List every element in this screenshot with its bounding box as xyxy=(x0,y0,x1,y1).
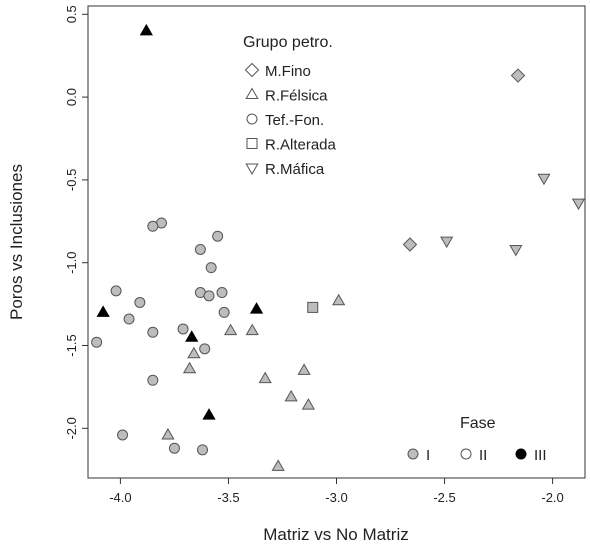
data-point xyxy=(301,398,316,410)
data-point xyxy=(197,444,209,456)
data-point xyxy=(202,408,216,420)
x-tick-label: -2.5 xyxy=(433,490,455,505)
y-tick-label: 0.0 xyxy=(64,88,79,106)
legend-fill-swatch xyxy=(515,448,527,460)
data-point xyxy=(440,236,454,249)
x-tick-label: -2.0 xyxy=(541,490,563,505)
data-point xyxy=(203,290,215,302)
shape-legend-label: Tef.-Fon. xyxy=(265,112,324,129)
data-point xyxy=(297,363,311,375)
legend-fill-swatch xyxy=(407,448,419,460)
fill-legend-label: III xyxy=(534,447,547,464)
data-point xyxy=(147,374,159,386)
data-point xyxy=(139,23,153,36)
data-point xyxy=(147,326,159,338)
data-point xyxy=(249,302,264,314)
shape-legend-label: R.Félsica xyxy=(265,88,328,105)
data-point xyxy=(216,287,228,299)
fill-legend-entries: I II III xyxy=(407,447,547,464)
y-axis: 0.5 0.0 -0.5 -1.0 -1.5 -2.0 xyxy=(64,5,88,440)
data-points xyxy=(91,23,586,471)
legend-fill-swatch xyxy=(460,448,472,460)
data-point xyxy=(332,293,346,306)
data-point xyxy=(168,442,180,454)
data-point xyxy=(224,323,238,336)
x-tick-label: -3.5 xyxy=(217,490,239,505)
legend-symbol-diamond xyxy=(244,62,260,78)
data-point xyxy=(571,198,586,211)
data-point xyxy=(194,243,206,255)
x-axis-label: Matriz vs No Matriz xyxy=(263,525,408,544)
data-point xyxy=(161,427,175,440)
legend-symbol-triangle-up xyxy=(245,87,259,99)
data-point xyxy=(245,323,259,336)
data-point xyxy=(96,305,110,317)
fill-legend: Fase I II III xyxy=(407,415,547,464)
y-tick-label: -1.0 xyxy=(64,251,79,273)
data-point xyxy=(147,220,159,232)
data-point xyxy=(271,459,285,471)
fill-legend-label: I xyxy=(426,447,430,464)
data-point xyxy=(284,389,298,402)
data-point xyxy=(187,346,201,359)
x-tick-label: -3.0 xyxy=(325,490,347,505)
y-axis-label: Poros vs Inclusiones xyxy=(7,164,26,320)
data-point xyxy=(199,343,211,355)
shape-legend-label: R.Alterada xyxy=(265,137,337,154)
legend-symbol-circle xyxy=(246,113,258,125)
data-point xyxy=(307,301,319,313)
plot-frame xyxy=(87,5,586,479)
data-point xyxy=(91,336,103,348)
legend-symbol-triangle-down xyxy=(245,163,259,176)
y-tick-label: -0.5 xyxy=(64,169,79,191)
data-point xyxy=(258,371,272,384)
data-point xyxy=(510,68,526,83)
shape-legend-entries: M.Fino R.Félsica Tef.-Fon. R.Alterada R.Máfi… xyxy=(244,62,337,178)
data-point xyxy=(134,296,146,308)
y-tick-label: -1.5 xyxy=(64,334,79,356)
data-point xyxy=(205,262,217,274)
data-point xyxy=(117,429,129,441)
x-axis: -4.0 -3.5 -3.0 -2.5 -2.0 xyxy=(109,478,564,505)
shape-legend-label: M.Fino xyxy=(265,63,311,80)
data-point xyxy=(218,306,230,318)
shape-legend-label: R.Máfica xyxy=(265,161,325,178)
fill-legend-title: Fase xyxy=(460,415,496,432)
x-tick-label: -4.0 xyxy=(109,490,131,505)
data-point xyxy=(509,244,523,257)
legend-symbol-square xyxy=(246,138,258,149)
data-point xyxy=(182,361,197,374)
data-point xyxy=(537,173,551,186)
data-point xyxy=(123,313,135,325)
shape-legend: Grupo petro. M.Fino R.Félsica Tef.-Fon. R.A… xyxy=(243,34,337,178)
data-point xyxy=(177,323,189,335)
fill-legend-label: II xyxy=(479,447,487,464)
shape-legend-title: Grupo petro. xyxy=(243,34,333,51)
data-point xyxy=(212,230,224,242)
y-tick-label: 0.5 xyxy=(64,5,79,23)
y-tick-label: -2.0 xyxy=(64,417,79,439)
data-point xyxy=(402,237,418,252)
data-point xyxy=(110,285,122,297)
data-point xyxy=(185,330,199,342)
